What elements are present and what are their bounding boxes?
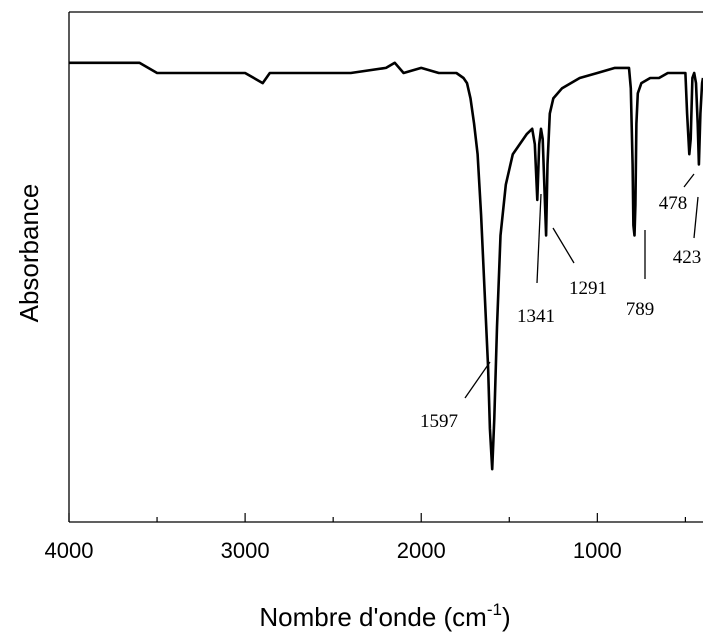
peak-label: 789: [626, 299, 655, 320]
x-axis-title: Nombre d'onde (cm-1): [259, 600, 510, 632]
peak-label: 423: [673, 247, 702, 268]
y-axis-title: Absorbance: [14, 184, 44, 323]
x-tick-label: 1000: [573, 538, 622, 563]
x-axis-title-main: Nombre d'onde (cm: [259, 602, 487, 632]
x-axis-ticks: [69, 513, 685, 522]
spectrum-line: [69, 63, 703, 469]
x-axis-title-superscript: -1: [487, 600, 502, 619]
peak-leader-line: [694, 197, 698, 238]
x-tick-label: 2000: [397, 538, 446, 563]
x-tick-label: 3000: [221, 538, 270, 563]
plot-frame: [69, 12, 703, 522]
peak-leader-line: [537, 194, 541, 283]
x-axis-tick-labels: 4000 3000 2000 1000: [45, 538, 622, 563]
peak-leader-line: [553, 228, 574, 263]
peak-label: 478: [659, 193, 688, 214]
peak-leader-line: [465, 362, 490, 398]
peak-annotations: 1597 1341 1291 789 478 423: [420, 174, 701, 432]
peak-leader-line: [684, 174, 694, 187]
x-tick-label: 4000: [45, 538, 94, 563]
peak-label: 1291: [569, 278, 607, 299]
peak-label: 1597: [420, 411, 458, 432]
x-axis-title-suffix: ): [502, 602, 511, 632]
peak-label: 1341: [517, 306, 555, 327]
